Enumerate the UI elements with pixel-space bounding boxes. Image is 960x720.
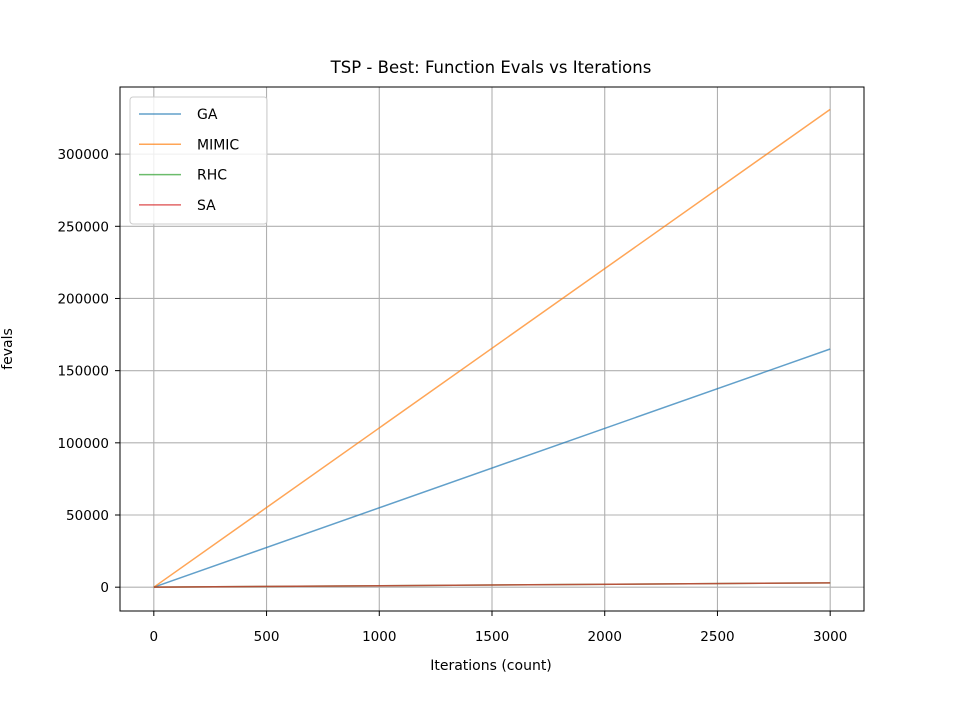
legend: GA MIMIC RHC SA <box>129 96 268 225</box>
y-tick-label: 300000 <box>57 147 109 163</box>
x-tick-label: 3000 <box>813 629 847 645</box>
series-line-ga <box>153 348 831 588</box>
legend-box <box>129 96 268 225</box>
x-tick-label: 0 <box>150 629 159 645</box>
x-tick-label: 1500 <box>475 629 509 645</box>
y-tick-label: 150000 <box>57 364 109 380</box>
x-tick-label: 2000 <box>588 629 622 645</box>
x-tick-label: 1000 <box>362 629 396 645</box>
legend-label-sa: SA <box>197 198 216 214</box>
legend-label-ga: GA <box>197 107 218 123</box>
series-lines <box>153 108 831 588</box>
legend-label-rhc: RHC <box>197 168 227 184</box>
legend-label-mimic: MIMIC <box>197 137 239 153</box>
x-tick-label: 500 <box>254 629 280 645</box>
y-tick-label: 100000 <box>57 436 109 452</box>
y-tick-label: 0 <box>100 580 109 596</box>
y-tick-label: 50000 <box>66 508 109 524</box>
x-tick-label: 2500 <box>700 629 734 645</box>
y-axis-ticks: 0 50000 100000 150000 200000 250000 300000 <box>57 147 120 596</box>
x-axis-title: Iterations (count) <box>430 658 552 674</box>
y-tick-label: 250000 <box>57 219 109 235</box>
y-axis-title: fevals <box>0 328 16 370</box>
x-axis-ticks: 0 500 1000 1500 2000 2500 3000 <box>150 611 847 645</box>
series-line-mimic <box>153 108 831 588</box>
chart-title: TSP - Best: Function Evals vs Iterations <box>330 58 652 77</box>
series-line-sa <box>153 582 831 588</box>
y-tick-label: 200000 <box>57 291 109 307</box>
